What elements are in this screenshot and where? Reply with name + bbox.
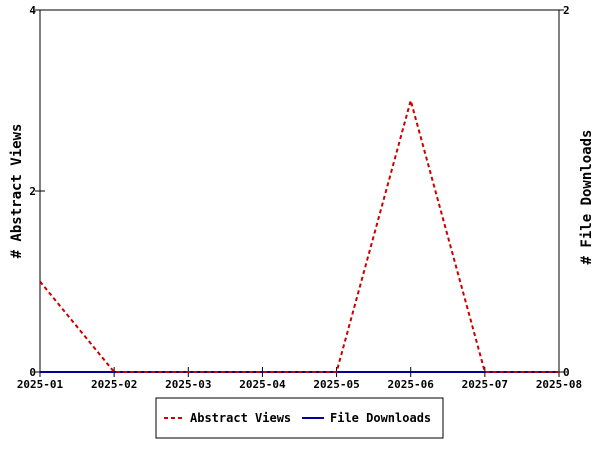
plot-frame xyxy=(39,9,560,373)
legend-label-file-downloads: File Downloads xyxy=(330,411,431,425)
x-tick-label: 2025-08 xyxy=(536,378,582,391)
y-right-tick-label: 2 xyxy=(563,4,570,17)
legend: Abstract Views File Downloads xyxy=(155,397,444,439)
series-line-abstract-views xyxy=(39,96,559,373)
x-tick-label: 2025-03 xyxy=(165,378,211,391)
x-tick-label: 2025-05 xyxy=(313,378,359,391)
legend-box xyxy=(155,397,444,439)
x-tick-label: 2025-01 xyxy=(17,378,64,391)
x-tick-label: 2025-04 xyxy=(239,378,286,391)
x-tick-label: 2025-02 xyxy=(91,378,137,391)
legend-label-abstract-views: Abstract Views xyxy=(190,411,291,425)
plot-area-border xyxy=(39,9,560,373)
y-left-tick-label: 0 xyxy=(29,366,36,379)
y-left-tick-label: 2 xyxy=(29,185,36,198)
x-tick-label: 2025-06 xyxy=(388,378,435,391)
y-left-tick-label: 4 xyxy=(29,4,36,17)
x-tick-label: 2025-07 xyxy=(462,378,508,391)
right-axis-label: # File Downloads xyxy=(579,130,595,265)
y-right-tick-label: 0 xyxy=(563,366,570,379)
axis-ticks: 2025-01 2025-02 2025-03 2025-04 2025-05 2025-… xyxy=(17,4,582,391)
left-axis-label: # Abstract Views xyxy=(9,124,25,259)
series-layer xyxy=(39,96,559,373)
